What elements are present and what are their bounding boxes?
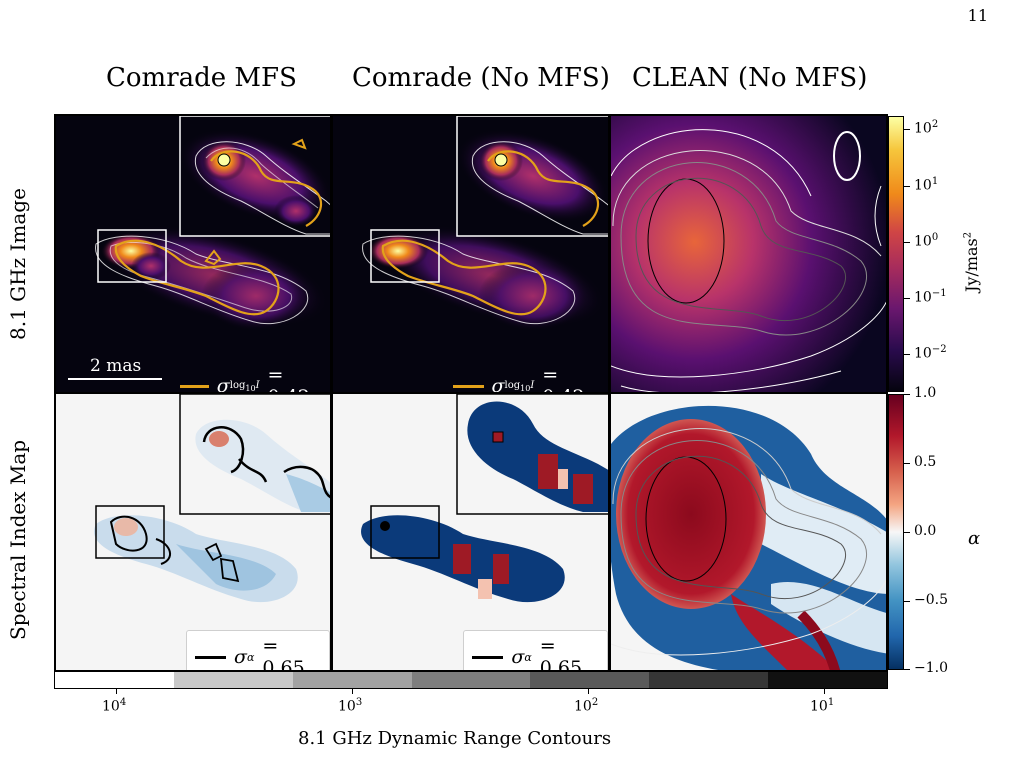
alpha-cb-tick-5: −1.0 (914, 660, 948, 676)
column-title-comrade-mfs: Comrade MFS (106, 63, 297, 93)
alpha-colorbar (888, 394, 904, 670)
alpha-clean-svg (611, 405, 886, 670)
dr-tick-2: 103 (338, 697, 363, 715)
image-panel-clean (609, 114, 888, 394)
dr-segment-1 (55, 672, 174, 688)
alpha-cb-tick-4: −0.5 (914, 592, 948, 608)
image-comrade-no-mfs-svg (362, 116, 608, 331)
image-colorbar-label: Jy/mas2 (962, 231, 981, 292)
alpha-cb-tick-1: 1.0 (914, 385, 937, 401)
row-label-spectral-index: Spectral Index Map (6, 439, 30, 640)
column-title-clean-no-mfs: CLEAN (No MFS) (632, 63, 868, 93)
black-contour-swatch (195, 655, 226, 659)
dr-segment-3 (292, 672, 412, 688)
dr-segment-7 (768, 672, 888, 688)
alpha-panel-clean (609, 392, 888, 672)
image-comrade-mfs-svg (95, 116, 330, 331)
page-number: 11 (967, 6, 988, 25)
row-label-image: 8.1 GHz Image (6, 188, 30, 340)
image-cb-tick-4: 10−1 (914, 288, 947, 306)
dr-tick-1: 104 (102, 697, 127, 715)
dr-tick-3: 102 (574, 697, 599, 715)
alpha-comrade-mfs-svg (94, 394, 330, 603)
gold-contour-swatch (453, 384, 484, 388)
dr-segment-2 (173, 672, 293, 688)
alpha-cb-tick-3: 0.0 (914, 523, 937, 539)
dr-segment-6 (649, 672, 769, 688)
dr-segment-4 (411, 672, 531, 688)
alpha-colorbar-label: α (968, 528, 981, 549)
dynamic-range-bar (54, 671, 888, 689)
gold-contour-swatch (180, 384, 209, 388)
black-contour-swatch (472, 655, 504, 659)
image-cb-tick-2: 101 (914, 176, 939, 194)
alpha-cb-tick-2: 0.5 (914, 454, 937, 470)
alpha-comrade-no-mfs-svg (361, 394, 608, 603)
dynamic-range-label: 8.1 GHz Dynamic Range Contours (298, 728, 612, 749)
dr-segment-5 (530, 672, 650, 688)
image-clean-svg (611, 116, 886, 392)
dr-tick-4: 101 (810, 697, 835, 715)
scale-bar-label: 2 mas (90, 356, 142, 376)
image-colorbar (888, 116, 904, 392)
scale-bar (68, 378, 162, 380)
image-cb-tick-5: 10−2 (914, 344, 947, 362)
column-title-comrade-no-mfs: Comrade (No MFS) (352, 63, 610, 93)
image-cb-tick-1: 102 (914, 119, 939, 137)
image-cb-tick-3: 100 (914, 232, 939, 250)
